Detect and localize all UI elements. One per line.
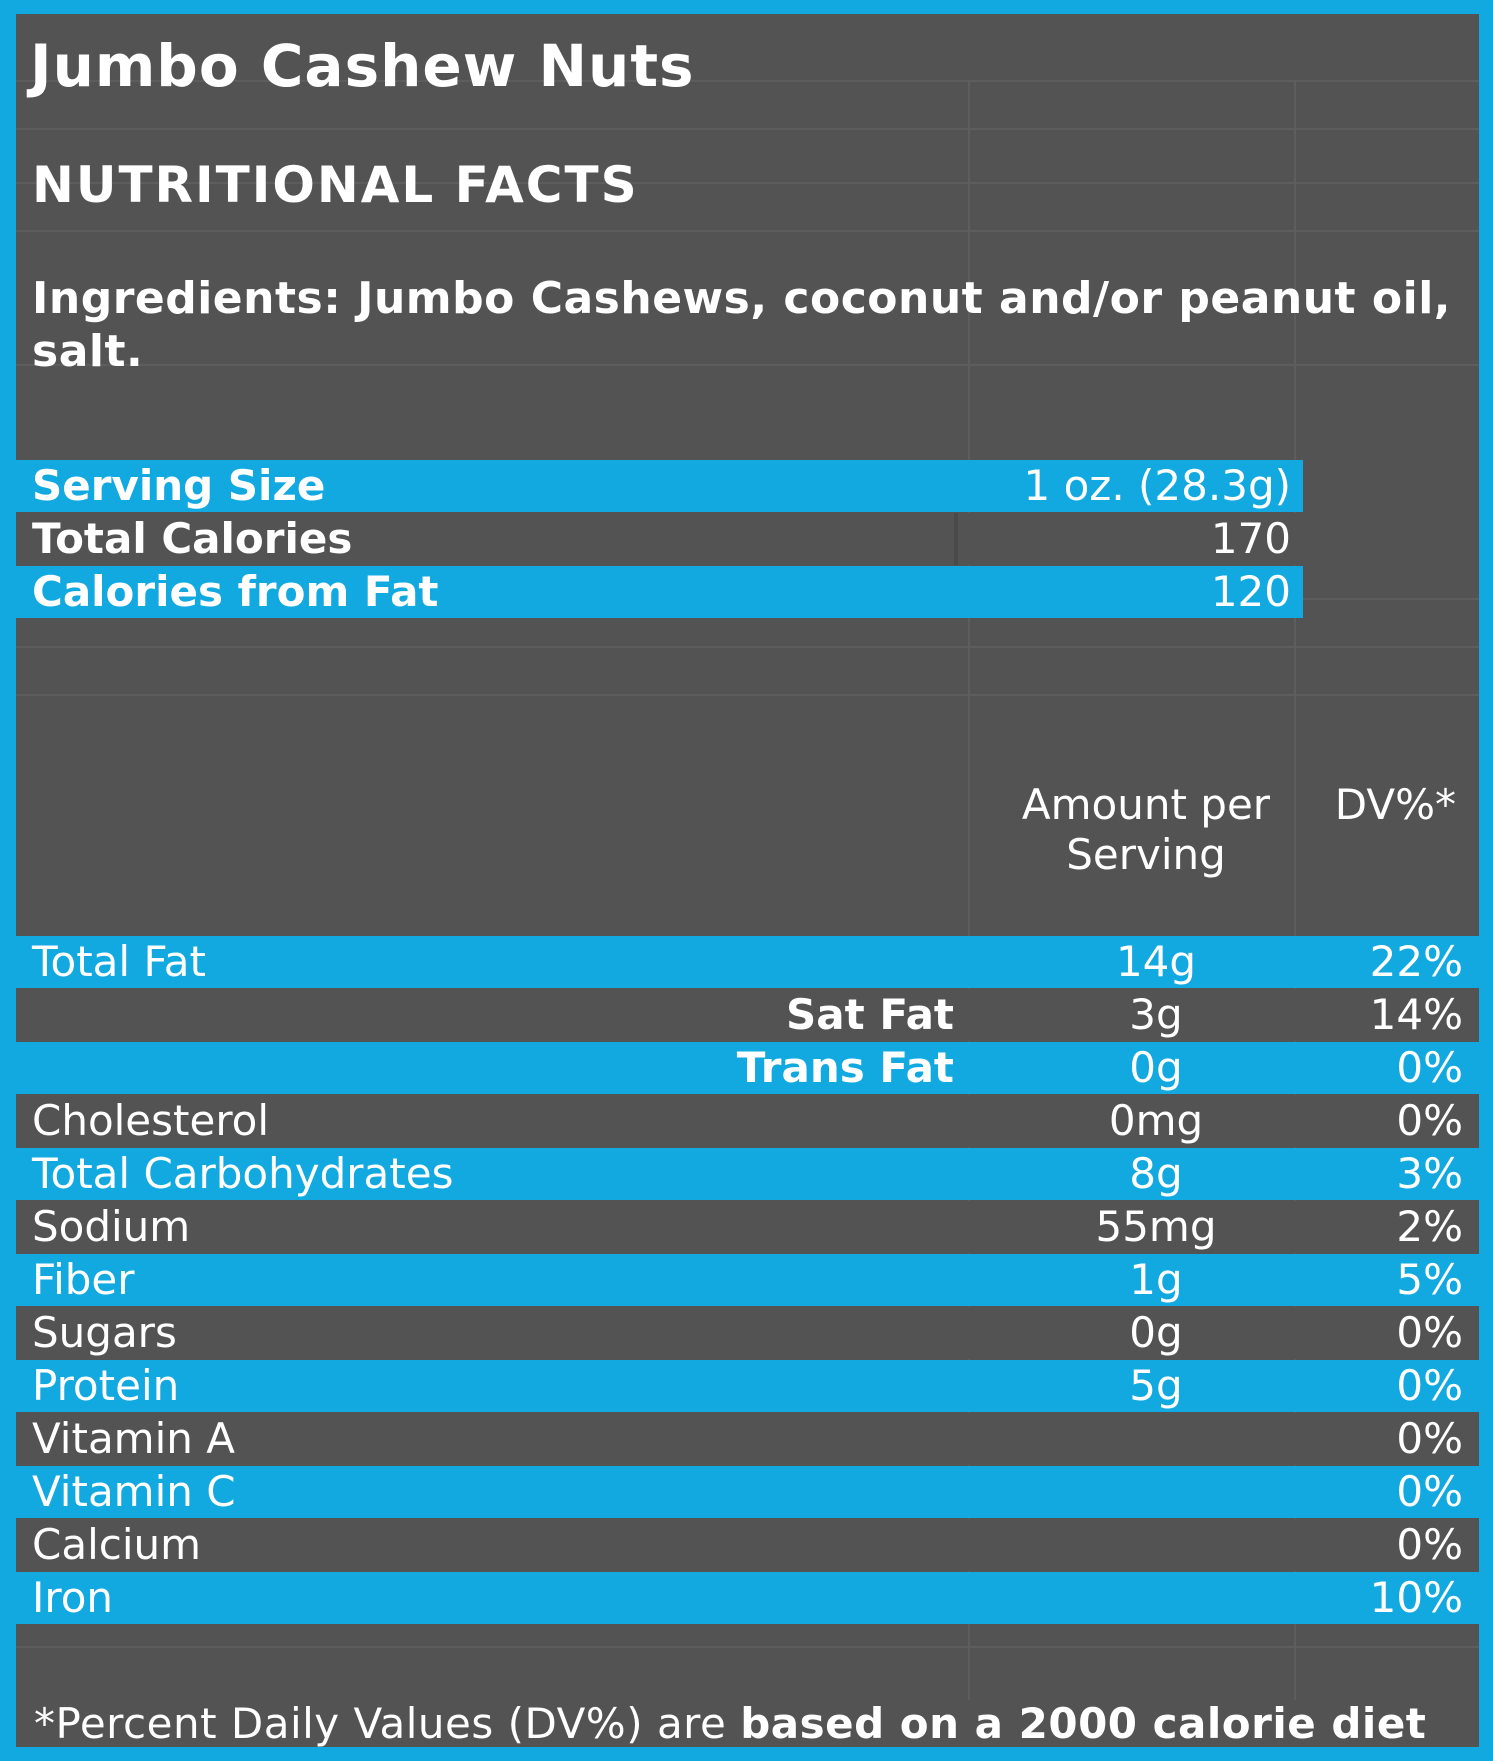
amount-per-serving-header: Amount per Serving xyxy=(991,780,1301,880)
nutrient-row-total-carbohydrates: Total Carbohydrates 8g 3% xyxy=(16,1148,1479,1200)
nutrient-label: Fiber xyxy=(32,1255,135,1304)
nutrient-amount: 0g xyxy=(1129,1043,1183,1092)
footnote-text: *Percent Daily Values (DV%) are xyxy=(34,1699,741,1748)
nutrient-dv: 3% xyxy=(1396,1149,1463,1198)
grid-line xyxy=(968,80,970,1700)
section-title: NUTRITIONAL FACTS xyxy=(32,156,639,214)
grid-line xyxy=(16,364,1479,366)
grid-line xyxy=(16,230,1479,232)
nutrient-amount: 0mg xyxy=(1108,1096,1204,1145)
grid-line xyxy=(16,182,1479,184)
nutrient-dv: 0% xyxy=(1396,1096,1463,1145)
nutrient-dv: 22% xyxy=(1369,937,1463,986)
nutrient-row-trans-fat: Trans Fat 0g 0% xyxy=(16,1042,1479,1094)
summary-row-serving-size: Serving Size 1 oz. (28.3g) xyxy=(16,460,1303,512)
nutrient-row-protein: Protein 5g 0% xyxy=(16,1360,1479,1412)
nutrient-label: Protein xyxy=(32,1361,180,1410)
nutrient-row-fiber: Fiber 1g 5% xyxy=(16,1254,1479,1306)
grid-line xyxy=(16,1646,1479,1648)
nutrient-label: Vitamin A xyxy=(32,1414,235,1463)
nutrient-amount: 5g xyxy=(1129,1361,1183,1410)
nutrient-amount: 14g xyxy=(1115,937,1197,986)
summary-label: Serving Size xyxy=(32,461,326,510)
nutrient-label: Total Carbohydrates xyxy=(32,1149,454,1198)
grid-line xyxy=(16,128,1479,130)
nutrient-row-iron: Iron 10% xyxy=(16,1572,1479,1624)
summary-row-calories-from-fat: Calories from Fat 120 xyxy=(16,566,1303,618)
nutrient-dv: 0% xyxy=(1396,1308,1463,1357)
footnote: *Percent Daily Values (DV%) are based on… xyxy=(34,1699,1427,1748)
nutrient-row-sodium: Sodium 55mg 2% xyxy=(16,1201,1479,1253)
nutrient-amount: 0g xyxy=(1129,1308,1183,1357)
dv-header: DV%* xyxy=(1334,780,1456,829)
nutrient-label: Sugars xyxy=(32,1308,177,1357)
nutrient-dv: 5% xyxy=(1396,1255,1463,1304)
summary-label: Calories from Fat xyxy=(32,567,439,616)
nutrient-amount: 55mg xyxy=(1095,1202,1217,1251)
grid-line xyxy=(1294,80,1296,1700)
product-title: Jumbo Cashew Nuts xyxy=(30,32,695,100)
nutrient-row-calcium: Calcium 0% xyxy=(16,1519,1479,1571)
amount-header-line: Amount per xyxy=(1021,780,1271,829)
nutrient-row-sugars: Sugars 0g 0% xyxy=(16,1307,1479,1359)
nutrient-label: Trans Fat xyxy=(736,1043,954,1092)
nutrient-dv: 0% xyxy=(1396,1520,1463,1569)
nutrient-row-vitamin-c: Vitamin C 0% xyxy=(16,1466,1479,1518)
footnote-bold-text: based on a 2000 calorie diet xyxy=(740,1699,1427,1748)
nutrient-amount: 8g xyxy=(1129,1149,1183,1198)
nutrient-row-sat-fat: Sat Fat 3g 14% xyxy=(16,989,1479,1041)
nutrient-label: Iron xyxy=(32,1573,114,1622)
grid-line xyxy=(16,646,1479,648)
nutrient-label: Vitamin C xyxy=(32,1467,236,1516)
nutrient-label: Sodium xyxy=(32,1202,191,1251)
nutrient-label: Calcium xyxy=(32,1520,202,1569)
summary-row-total-calories: Total Calories 170 xyxy=(16,513,1303,565)
summary-label: Total Calories xyxy=(32,514,353,563)
summary-value: 120 xyxy=(1210,567,1291,616)
grid-line xyxy=(16,80,1479,82)
grid-line xyxy=(16,694,1479,696)
nutrient-dv: 10% xyxy=(1369,1573,1463,1622)
nutrient-dv: 0% xyxy=(1396,1043,1463,1092)
summary-value: 1 oz. (28.3g) xyxy=(1023,461,1291,510)
nutrient-dv: 0% xyxy=(1396,1467,1463,1516)
nutrient-row-vitamin-a: Vitamin A 0% xyxy=(16,1413,1479,1465)
nutrient-dv: 0% xyxy=(1396,1361,1463,1410)
ingredients-text: Ingredients: Jumbo Cashews, coconut and/… xyxy=(32,273,1451,377)
nutrient-dv: 0% xyxy=(1396,1414,1463,1463)
nutrient-amount: 1g xyxy=(1129,1255,1183,1304)
nutrient-dv: 2% xyxy=(1396,1202,1463,1251)
amount-header-line: Serving xyxy=(1066,830,1226,879)
nutrient-row-total-fat: Total Fat 14g 22% xyxy=(16,936,1479,988)
summary-value: 170 xyxy=(1210,514,1291,563)
nutrient-row-cholesterol: Cholesterol 0mg 0% xyxy=(16,1095,1479,1147)
nutrient-dv: 14% xyxy=(1369,990,1463,1039)
nutrient-label: Sat Fat xyxy=(786,990,954,1039)
nutrient-label: Total Fat xyxy=(32,937,206,986)
nutrient-amount: 3g xyxy=(1129,990,1183,1039)
nutrient-label: Cholesterol xyxy=(32,1096,270,1145)
